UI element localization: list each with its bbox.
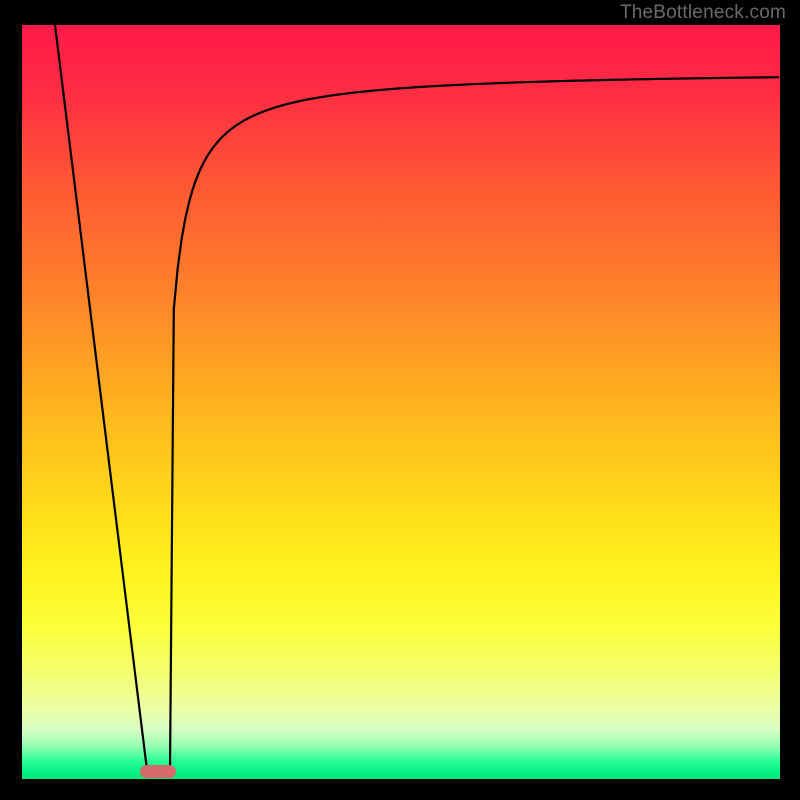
watermark-label: TheBottleneck.com: [620, 2, 786, 24]
bottleneck-marker: [140, 765, 176, 778]
plot-area: [22, 25, 780, 779]
chart-container: TheBottleneck.com: [0, 0, 800, 800]
curve-overlay: [22, 25, 780, 779]
